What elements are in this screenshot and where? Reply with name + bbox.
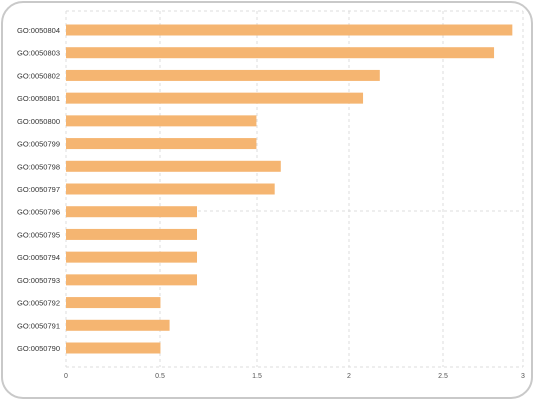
category-label: GO:0050801	[17, 94, 60, 103]
bar-GO:0050802	[66, 69, 380, 81]
bar-GO:0050798	[66, 160, 281, 172]
category-label: GO:0050795	[17, 230, 60, 239]
bar-GO:0050800	[66, 115, 257, 127]
bar-GO:0050797	[66, 183, 275, 195]
category-label: GO:0050793	[17, 276, 60, 285]
category-labels: GO:0050804 GO:0050803 GO:0050802 GO:0050801…	[17, 26, 60, 353]
category-label: GO:0050803	[17, 49, 60, 58]
bar-GO:0050796	[66, 206, 198, 218]
category-label: GO:0050798	[17, 162, 60, 171]
bar-GO:0050804	[66, 24, 513, 36]
bar-GO:0050793	[66, 274, 198, 286]
x-tick-label: 2	[347, 373, 351, 380]
bar-GO:0050790	[66, 342, 161, 354]
bar-GO:0050791	[66, 319, 170, 331]
x-tick-label: 0.5	[155, 373, 165, 380]
category-label: GO:0050802	[17, 71, 60, 80]
bar-GO:0050801	[66, 92, 364, 104]
bar-GO:0050794	[66, 251, 198, 263]
x-tick-label: 0	[64, 373, 68, 380]
bar-GO:0050792	[66, 297, 161, 309]
category-label: GO:0050800	[17, 117, 60, 126]
category-label: GO:0050796	[17, 208, 60, 217]
category-label: GO:0050797	[17, 185, 60, 194]
bar-GO:0050795	[66, 228, 198, 240]
x-tick-label: 3	[521, 373, 525, 380]
bar-GO:0050799	[66, 138, 257, 150]
category-label: GO:0050794	[17, 253, 60, 262]
bar-GO:0050803	[66, 47, 495, 59]
category-label: GO:0050799	[17, 140, 60, 149]
category-label: GO:0050790	[17, 344, 60, 353]
category-label: GO:0050804	[17, 26, 60, 35]
category-label: GO:0050791	[17, 321, 60, 330]
x-tick-label: 2.5	[438, 373, 448, 380]
x-tick-label: 1.5	[252, 373, 262, 380]
x-tick-labels: 0 0.5 1.5 2 2.5 3	[64, 373, 525, 380]
bars	[66, 24, 513, 354]
category-label: GO:0050792	[17, 299, 60, 308]
